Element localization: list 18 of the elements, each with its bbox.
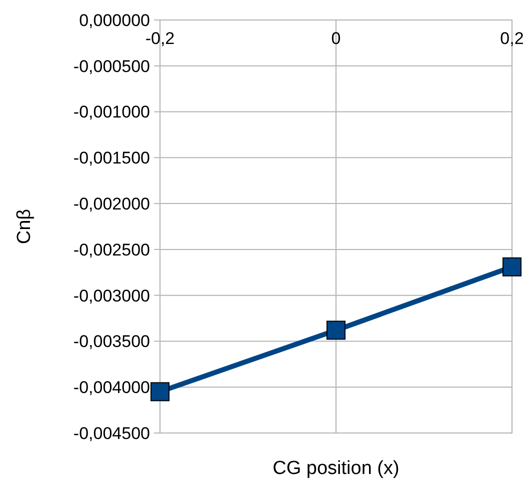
y-tick-label: -0,003000 — [73, 286, 150, 306]
x-tick-label: -0,2 — [145, 29, 175, 48]
y-tick-label: -0,000500 — [73, 56, 150, 76]
point — [502, 257, 522, 276]
y-tick-label: -0,002500 — [73, 240, 150, 260]
y-tick-label: -0,003500 — [73, 332, 150, 352]
y-tick-label: -0,001500 — [73, 148, 150, 168]
point — [150, 382, 170, 402]
point — [326, 320, 346, 340]
x-tick-label: 0,2 — [500, 29, 524, 48]
y-axis-title: Cnβ — [14, 208, 35, 244]
x-tick-label: 0 — [331, 29, 341, 48]
y-tick-label: 0,000000 — [79, 10, 150, 30]
y-tick-label: -0,001000 — [73, 102, 150, 122]
x-axis-title: CG position (x) — [272, 458, 400, 479]
y-tick-label: -0,004500 — [73, 424, 150, 443]
y-tick-label: -0,004000 — [73, 378, 150, 398]
y-tick-label: -0,002000 — [73, 194, 150, 214]
